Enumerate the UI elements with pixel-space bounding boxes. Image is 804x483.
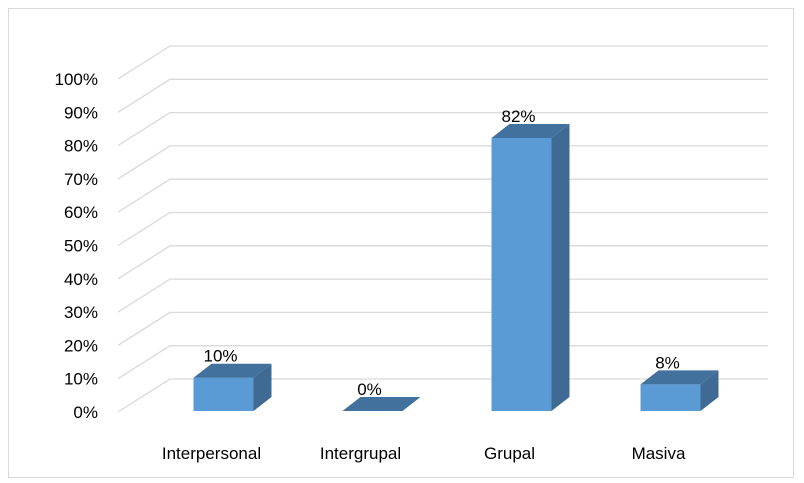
y-tick-label: 90% (64, 103, 98, 122)
bar-side (700, 370, 719, 411)
data-label: 8% (655, 353, 680, 372)
data-labels: 10% 0% 82% 8% (203, 107, 679, 399)
data-label: 82% (501, 107, 535, 126)
bar (491, 123, 570, 411)
y-tick-label: 70% (64, 170, 98, 189)
bar-front (640, 384, 701, 411)
bar-side (253, 363, 272, 411)
bar-top (640, 370, 719, 385)
y-tick-label: 50% (64, 237, 98, 256)
gridline (117, 245, 768, 280)
bars (193, 123, 719, 411)
y-tick-label: 60% (64, 203, 98, 222)
gridline (117, 178, 768, 213)
y-tick-label: 10% (64, 370, 98, 389)
y-axis-tick-labels: 0% 10% 20% 30% 40% 50% 60% 70% 80% 90% 100% (55, 70, 98, 422)
gridline (117, 145, 768, 180)
y-tick-label: 80% (64, 137, 98, 156)
category-label: Masiva (632, 444, 686, 463)
category-label: Interpersonal (162, 444, 261, 463)
bar (342, 397, 421, 411)
bar (193, 363, 272, 411)
gridline (117, 211, 768, 247)
data-label: 10% (203, 347, 237, 366)
gridline (117, 45, 768, 80)
category-label: Grupal (484, 444, 535, 463)
bar-side (551, 123, 570, 411)
category-labels: Interpersonal Intergrupal Grupal Masiva (162, 444, 686, 463)
y-tick-label: 0% (73, 403, 98, 422)
bar (640, 370, 719, 411)
y-tick-label: 40% (64, 270, 98, 289)
data-label: 0% (357, 380, 382, 399)
gridline (117, 278, 768, 313)
category-label: Intergrupal (320, 444, 401, 463)
bar-top (491, 123, 570, 138)
bar-front (193, 377, 254, 411)
bar-top (193, 363, 272, 378)
y-tick-label: 30% (64, 303, 98, 322)
bar-top (342, 397, 421, 411)
gridline (117, 311, 768, 346)
gridline (117, 78, 768, 113)
y-tick-label: 20% (64, 336, 98, 355)
y-tick-label: 100% (55, 70, 98, 89)
gridline (117, 111, 768, 147)
bar-front (491, 137, 552, 411)
